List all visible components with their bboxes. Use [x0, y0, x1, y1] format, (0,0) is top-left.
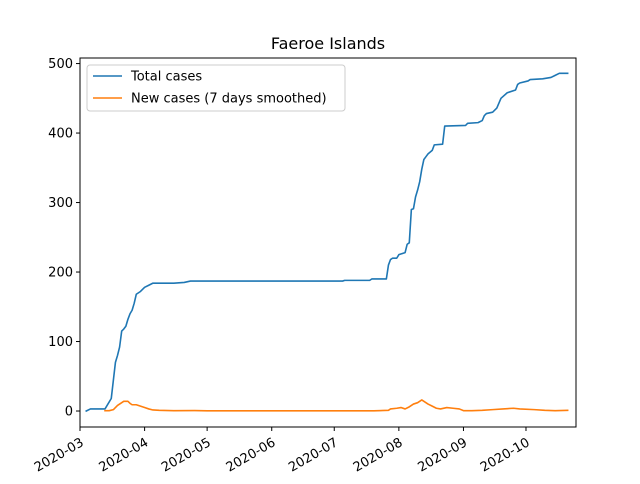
y-axis: 0 100 200 300 400 500: [48, 57, 80, 420]
series-line-new-cases-smoothed: [104, 399, 569, 412]
chart-title: Faeroe Islands: [271, 34, 385, 53]
y-tick-label: 0: [65, 405, 73, 420]
y-tick-label: 400: [48, 127, 73, 142]
legend-box: [86, 64, 346, 112]
legend-label: Total cases: [130, 70, 202, 85]
axes-frame: [79, 57, 577, 428]
legend-label: New cases (7 days smoothed): [131, 92, 327, 107]
series-layer: [85, 72, 569, 413]
y-tick-label: 500: [48, 57, 73, 72]
y-tick-label: 100: [48, 335, 73, 350]
series-line-total-cases: [85, 72, 569, 413]
y-tick-label: 200: [48, 266, 73, 281]
y-tick-label: 300: [48, 196, 73, 211]
legend: Total cases New cases (7 days smoothed): [86, 64, 346, 112]
